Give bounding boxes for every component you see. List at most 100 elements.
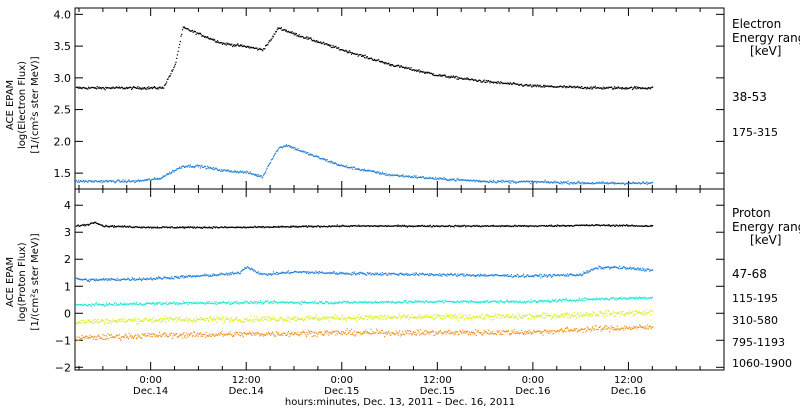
data-point xyxy=(150,226,152,228)
data-point xyxy=(345,272,347,274)
data-point xyxy=(380,225,382,227)
data-point xyxy=(457,301,459,303)
data-point xyxy=(82,180,84,182)
data-point xyxy=(194,167,196,169)
data-point xyxy=(421,176,423,178)
data-point xyxy=(490,274,492,276)
data-point xyxy=(409,68,411,70)
data-point xyxy=(151,302,153,304)
data-point xyxy=(522,301,524,303)
data-point xyxy=(155,227,157,229)
data-point xyxy=(153,278,156,280)
data-point xyxy=(163,302,165,304)
data-point xyxy=(494,274,496,276)
data-point xyxy=(391,317,394,319)
data-point xyxy=(229,44,232,46)
data-point xyxy=(570,273,572,275)
data-point xyxy=(348,316,351,318)
data-point xyxy=(620,267,622,269)
data-point xyxy=(171,276,173,278)
data-point xyxy=(409,274,411,276)
data-point xyxy=(270,226,272,228)
data-point xyxy=(415,175,417,177)
data-point xyxy=(350,302,352,304)
data-point xyxy=(487,315,489,317)
data-point xyxy=(394,225,396,227)
data-point xyxy=(257,320,259,322)
data-point xyxy=(362,55,364,57)
data-point xyxy=(490,274,492,276)
data-point xyxy=(217,274,219,276)
data-point xyxy=(345,166,347,168)
data-point xyxy=(360,301,362,303)
data-point xyxy=(445,300,447,302)
data-point xyxy=(351,52,353,54)
data-point xyxy=(186,276,188,278)
data-point xyxy=(156,227,158,229)
data-point xyxy=(488,314,490,316)
data-point xyxy=(206,37,208,39)
data-point xyxy=(112,225,114,227)
data-point xyxy=(85,224,87,226)
data-point xyxy=(99,87,101,89)
data-point xyxy=(505,274,507,277)
data-point xyxy=(506,83,508,85)
data-point xyxy=(260,175,262,177)
data-point xyxy=(196,32,199,34)
data-point xyxy=(381,272,383,274)
data-point xyxy=(389,64,391,66)
data-point xyxy=(532,301,534,303)
data-point xyxy=(451,178,453,180)
data-point xyxy=(513,82,515,84)
data-point xyxy=(538,86,540,88)
data-point xyxy=(341,49,343,51)
data-point xyxy=(204,319,206,321)
data-point xyxy=(80,319,82,322)
data-point xyxy=(118,226,120,228)
data-point xyxy=(175,61,177,63)
data-point xyxy=(126,86,128,88)
data-point xyxy=(304,301,306,303)
data-point xyxy=(211,38,213,41)
data-point xyxy=(454,273,456,275)
data-point xyxy=(594,267,596,269)
data-point xyxy=(574,224,576,226)
data-point xyxy=(292,32,294,35)
data-point xyxy=(201,275,203,277)
data-point xyxy=(285,144,287,146)
data-point xyxy=(506,299,508,301)
data-point xyxy=(490,301,492,303)
data-point xyxy=(314,41,316,43)
data-point xyxy=(615,297,617,299)
data-point xyxy=(113,87,115,89)
data-point xyxy=(454,225,456,227)
data-point xyxy=(261,49,263,51)
data-point xyxy=(224,226,226,228)
data-point xyxy=(242,269,244,271)
data-point xyxy=(300,318,302,320)
data-point xyxy=(163,87,165,89)
data-point xyxy=(346,225,348,227)
data-point xyxy=(268,40,270,42)
data-point xyxy=(451,300,453,303)
data-point xyxy=(313,155,315,157)
data-point xyxy=(336,47,338,49)
data-point xyxy=(343,317,345,319)
data-point xyxy=(316,317,318,319)
data-point xyxy=(368,301,370,303)
data-point xyxy=(140,227,142,229)
data-point xyxy=(401,174,403,176)
data-point xyxy=(636,297,638,300)
data-point xyxy=(270,274,272,276)
data-point xyxy=(110,225,113,228)
data-point xyxy=(231,301,233,303)
data-point xyxy=(148,278,150,280)
data-point xyxy=(409,316,411,318)
data-point xyxy=(503,275,505,277)
data-point xyxy=(620,224,622,227)
data-point xyxy=(229,321,231,323)
data-point xyxy=(371,170,373,172)
data-point xyxy=(631,182,634,184)
data-point xyxy=(261,303,263,305)
data-point xyxy=(321,316,323,318)
